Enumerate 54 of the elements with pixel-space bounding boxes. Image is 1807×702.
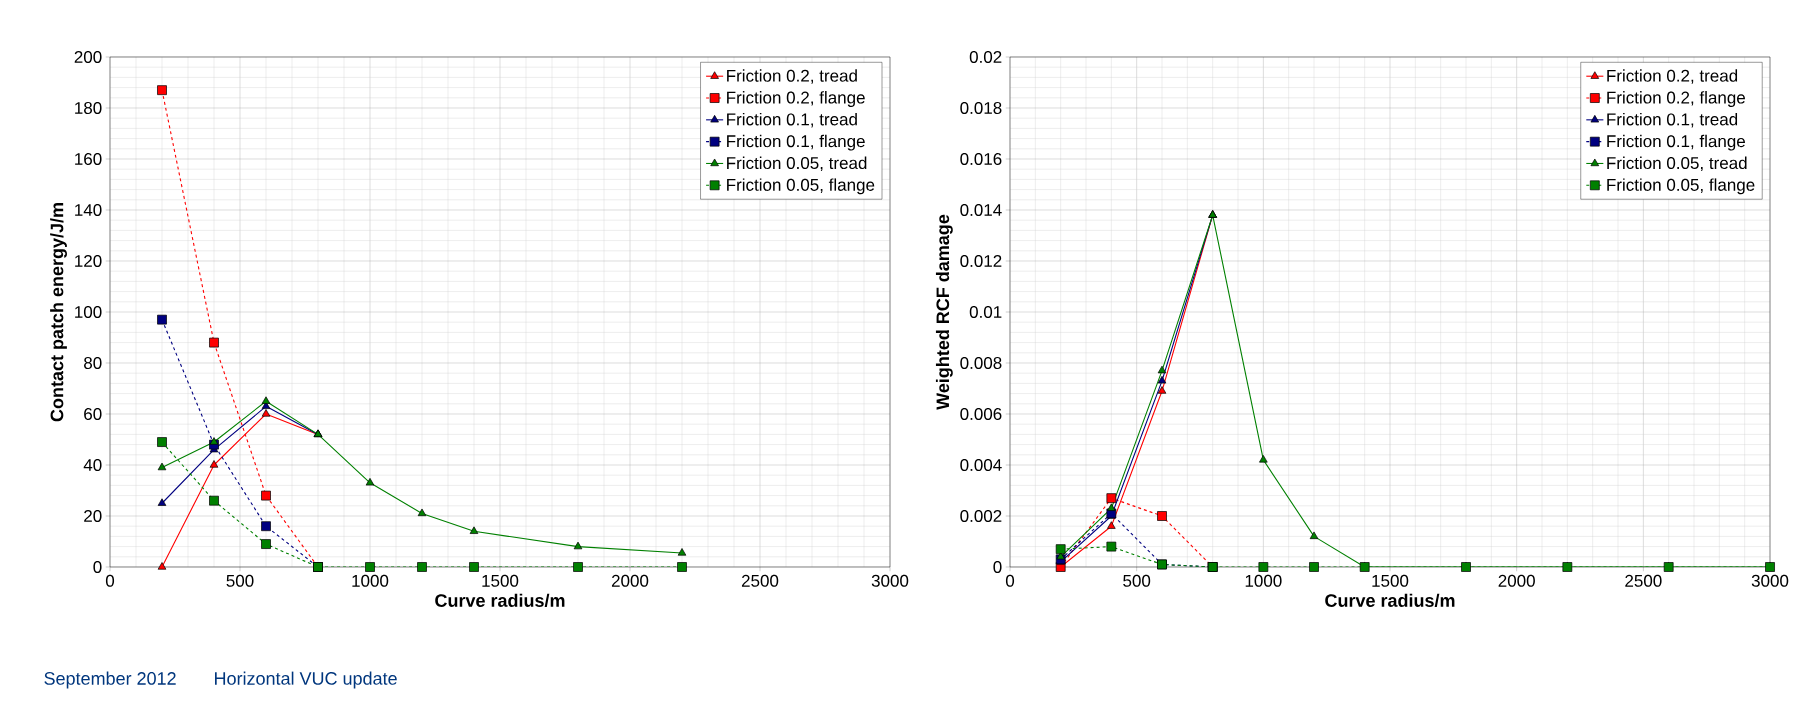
- x-tick-label: 3000: [1751, 574, 1789, 587]
- legend-label: Friction 0.1, flange: [727, 134, 865, 151]
- y-tick-label: 200: [74, 50, 102, 64]
- legend-label: Friction 0.05, flange: [727, 178, 875, 195]
- y-tick-label: 180: [75, 101, 102, 115]
- legend-label: Friction 0.05, tread: [1607, 156, 1747, 172]
- x-tick-label: 500: [226, 574, 254, 587]
- y-tick-label: 20: [84, 509, 102, 523]
- x-tick-label: 1500: [482, 574, 519, 587]
- x-tick-label: 3000: [871, 574, 909, 587]
- legend-label: Friction 0.05, tread: [727, 156, 867, 172]
- x-axis-title: Curve radius/m: [435, 593, 565, 608]
- y-tick-label: 80: [84, 356, 102, 370]
- y-tick-label: 40: [83, 458, 102, 472]
- legend-label: Friction 0.2, tread: [1607, 69, 1738, 84]
- legend-label: Friction 0.1, tread: [1607, 112, 1738, 128]
- text: Horizontal VUC update: [215, 671, 397, 689]
- y-tick-label: 100: [75, 305, 102, 319]
- x-tick-label: 2500: [1625, 574, 1662, 587]
- y-tick-label: 160: [75, 152, 102, 166]
- y-tick-label: 0.006: [960, 407, 1002, 421]
- y-tick-label: 140: [75, 203, 102, 217]
- legend-label: Friction 0.1, tread: [727, 112, 857, 128]
- x-tick-label: 0: [1005, 574, 1015, 587]
- legend-label: Friction 0.05, flange: [1607, 178, 1755, 195]
- y-tick-label: 0.018: [960, 101, 1002, 115]
- y-tick-label: 60: [84, 407, 102, 421]
- x-tick-label: 1000: [1245, 574, 1282, 587]
- y-tick-label: 0: [993, 560, 1002, 574]
- x-tick-label: 500: [1123, 574, 1151, 587]
- x-axis-title: Curve radius/m: [1325, 593, 1455, 608]
- y-axis-title: Contact patch energy/J/m: [50, 203, 67, 422]
- y-tick-label: 0.016: [960, 152, 1002, 166]
- x-tick-label: 0: [105, 574, 115, 587]
- x-tick-label: 1500: [1372, 574, 1409, 587]
- x-tick-label: 1000: [352, 574, 389, 587]
- legend-label: Friction 0.1, flange: [1607, 134, 1745, 151]
- x-tick-label: 2000: [611, 574, 649, 587]
- y-axis-title: Weighted RCF damage: [935, 214, 953, 410]
- y-tick-label: 0.008: [960, 356, 1002, 370]
- x-tick-label: 2000: [1498, 574, 1535, 587]
- y-tick-label: 0.014: [960, 203, 1002, 217]
- x-tick-label: 2500: [741, 574, 779, 587]
- y-tick-label: 0: [93, 560, 102, 574]
- y-tick-label: 0.012: [960, 254, 1002, 268]
- y-tick-label: 0.004: [960, 458, 1002, 472]
- y-tick-label: 0.002: [960, 509, 1002, 523]
- legend-label: Friction 0.2, tread: [727, 69, 857, 84]
- y-tick-label: 120: [75, 254, 102, 268]
- y-tick-label: 0.01: [969, 305, 1002, 319]
- text: September 2012: [44, 671, 176, 689]
- legend-label: Friction 0.2, flange: [1607, 91, 1745, 107]
- legend-label: Friction 0.2, flange: [727, 91, 865, 107]
- y-tick-label: 0.02: [969, 50, 1002, 64]
